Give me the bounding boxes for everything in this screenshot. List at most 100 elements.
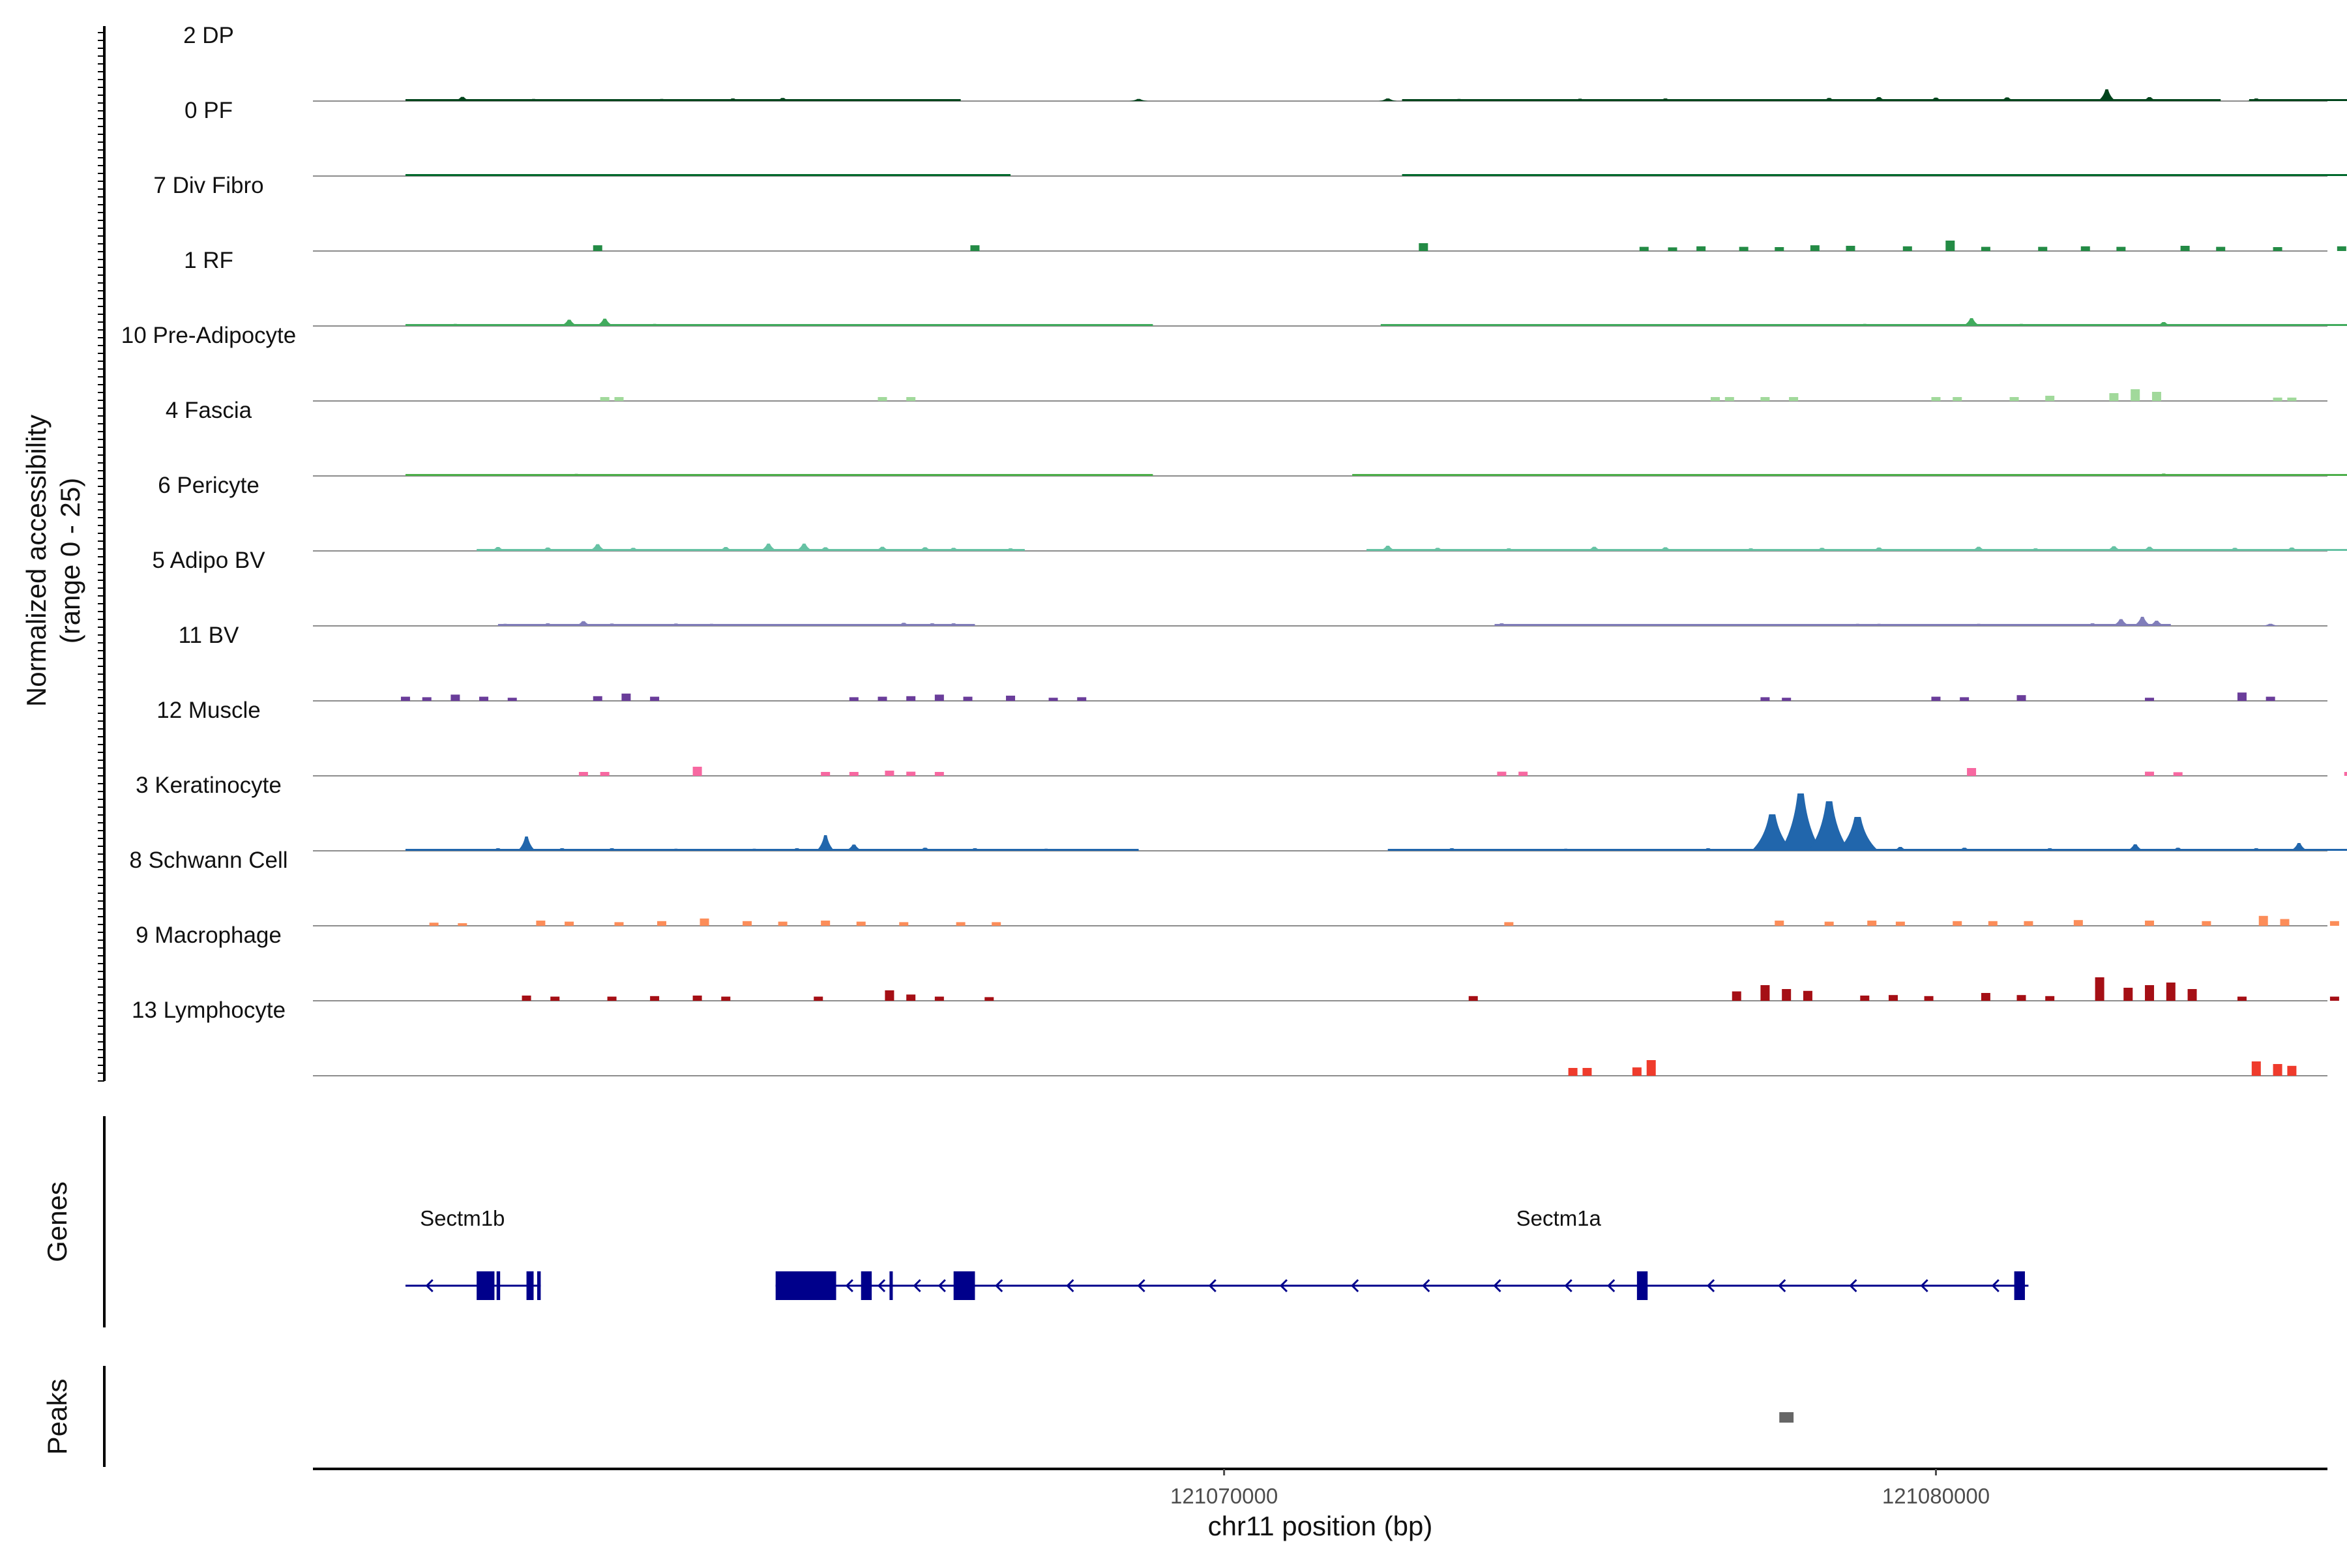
coverage-peak [934,694,944,701]
coverage-peak [2073,920,2083,926]
coverage-peak [488,547,507,551]
coverage-peak [2166,983,2176,1001]
coverage-peak [560,319,579,326]
coverage-peak [721,996,731,1001]
coverage-peak [1556,848,1575,851]
coverage-peak [702,623,721,626]
strand-arrow [1422,1279,1430,1293]
coverage-peak [906,397,916,401]
coverage-peak [1784,174,1803,176]
coverage-peak [610,174,628,176]
coverage-peak [2329,921,2339,926]
coverage-peak [916,547,935,551]
coverage-peak [1108,324,1127,326]
coverage-peak [2123,988,2133,1001]
track-8-schwann-cell: 8 Schwann Cell [129,848,2339,926]
track-13-lymphocyte: 13 Lymphocyte [132,998,2327,1076]
coverage-peak [1870,97,1889,101]
coverage-peak [1518,771,1528,776]
coverage-peak [503,474,522,476]
coverage-peak [1571,98,1589,101]
coverage-background [405,99,961,101]
coverage-peak [1870,623,1889,626]
coverage-peak [821,921,831,926]
coverage-peak [2211,324,2230,326]
coverage-peak [2080,246,2090,251]
gene-sectm1b: Sectm1b [405,1206,541,1300]
coverage-peak [1499,548,1518,551]
coverage-peak [1724,397,1734,401]
coverage-peak [2026,548,2045,551]
track-label: 0 PF [185,98,233,123]
coverage-peak [2180,246,2190,251]
coverage-peak [1969,546,1988,551]
coverage-peak [2145,985,2155,1001]
track-7-div-fibro: 7 Div Fibro [153,173,2346,252]
coverage-peak [1780,793,1822,851]
peaks-track: Peaks [42,1366,1794,1467]
strand-arrow [1066,1279,1074,1293]
coverage-peak [856,921,866,926]
strand-arrow [1706,1279,1715,1293]
gene-label: Sectm1b [420,1206,505,1230]
coverage-peak [1820,98,1838,101]
coverage-peak [795,543,814,551]
coverage-background [405,174,1011,176]
coverage-peak [692,996,702,1001]
strand-arrow [1607,1279,1616,1293]
coverage-peak [1867,921,1877,926]
coverage-peak [1848,623,1867,626]
coverage-peak [2140,546,2159,551]
coverage-peak [980,474,999,476]
coverage-peak [453,96,472,101]
coverage-peak [1808,801,1850,851]
coverage-peak [2038,246,2048,251]
coverage-background [497,624,975,626]
coverage-peak [429,923,439,926]
coverage-peak [873,546,892,551]
coverage-peak [2266,696,2275,701]
coverage-peak [1988,921,1998,926]
coverage-peak [970,245,980,251]
coverage-peak [2016,995,2026,1001]
coverage-peak [450,694,460,701]
gene-exon [526,1271,534,1300]
x-tick-label: 121070000 [1170,1484,1278,1508]
track-11-bv: 11 BV [179,623,2327,702]
gene-exon [953,1271,975,1300]
coverage-peak [600,397,610,401]
coverage-peak [588,544,607,551]
coverage-peak [2012,323,2031,326]
coverage-peak [2095,977,2104,1001]
coverage-peak [2045,996,2055,1001]
coverage-peak [2145,698,2155,701]
coverage-peak [837,474,856,476]
genes-track: Genes Sectm1b Sectm1a [42,1116,2029,1327]
coverage-peak [1846,246,1855,251]
coverage-peak [731,624,750,626]
coverage-peak [1129,98,1148,101]
strand-arrow [1208,1279,1217,1293]
coverage-peak [1953,397,1962,401]
coverage-peak [2273,1064,2282,1076]
coverage-peak [2329,996,2339,1001]
coverage-peak [1945,241,1955,251]
coverage-background [405,474,1153,476]
coverage-peak [802,99,821,101]
coverage-peak [614,922,624,926]
coverage-peak [2247,98,2266,101]
strand-arrow [1351,1279,1359,1293]
coverage-peak [944,548,963,551]
coverage-peak [2112,619,2131,626]
coverage-peak [1699,848,1718,851]
coverage-peak [2140,97,2159,101]
gene-exon [496,1271,501,1300]
coverage-peak [700,918,709,926]
coverage-peak [1727,474,1746,476]
coverage-peak [539,174,557,176]
strand-arrow [1849,1279,1857,1293]
coverage-peak [2009,397,2019,401]
coverage-peak [2273,247,2282,251]
track-label: 4 Fascia [166,398,252,423]
